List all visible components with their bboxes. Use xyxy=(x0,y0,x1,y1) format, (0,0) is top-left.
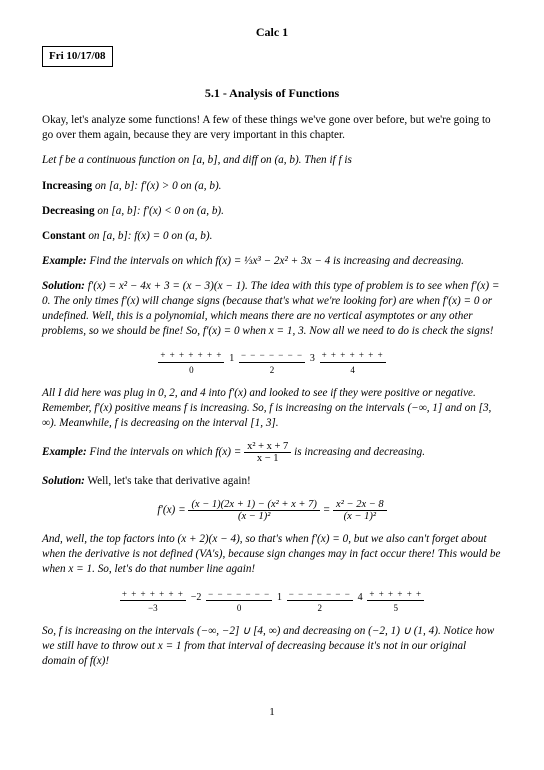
setup-text: Let f be a continuous function on [a, b]… xyxy=(42,153,502,168)
numerator: x² + x + 7 xyxy=(244,441,291,453)
tick: 0 xyxy=(206,602,272,614)
conclusion: So, f is increasing on the intervals (−∞… xyxy=(42,624,502,669)
seg: + + + + + + 5 xyxy=(367,588,424,614)
solution-2-label: Solution: xyxy=(42,475,85,487)
after-signline-1: All I did here was plug in 0, 2, and 4 i… xyxy=(42,386,502,431)
constant-text: on [a, b]: f(x) = 0 on (a, b). xyxy=(86,230,213,242)
tick: 2 xyxy=(287,602,353,614)
signs: − − − − − − − xyxy=(206,588,272,601)
seg: − − − − − − − 0 xyxy=(206,588,272,614)
example-2-post: is increasing and decreasing. xyxy=(291,446,425,458)
denominator: (x − 1)² xyxy=(333,511,387,522)
example-1: Example: Find the intervals on which f(x… xyxy=(42,254,502,269)
section-title: 5.1 - Analysis of Functions xyxy=(42,85,502,101)
decreasing-label: Decreasing xyxy=(42,205,95,217)
lhs: f′(x) = xyxy=(157,504,188,516)
signs: + + + + + + + xyxy=(320,349,386,362)
break-point: 1 xyxy=(275,591,284,605)
solution-2: Solution: Well, let's take that derivati… xyxy=(42,474,502,489)
tick: −3 xyxy=(120,602,186,614)
setup-span: Let f be a continuous function on [a, b]… xyxy=(42,154,352,166)
numerator: (x − 1)(2x + 1) − (x² + x + 7) xyxy=(188,499,319,511)
tick: 0 xyxy=(158,364,224,376)
constant-line: Constant on [a, b]: f(x) = 0 on (a, b). xyxy=(42,229,502,244)
increasing-text: on [a, b]: f′(x) > 0 on (a, b). xyxy=(92,180,221,192)
numerator: x² − 2x − 8 xyxy=(333,499,387,511)
fraction: (x − 1)(2x + 1) − (x² + x + 7)(x − 1)² xyxy=(188,499,319,522)
course-title: Calc 1 xyxy=(42,24,502,40)
solution-1: Solution: f′(x) = x² − 4x + 3 = (x − 3)(… xyxy=(42,279,502,339)
seg: + + + + + + + −3 xyxy=(120,588,186,614)
decreasing-line: Decreasing on [a, b]: f′(x) < 0 on (a, b… xyxy=(42,204,502,219)
tick: 5 xyxy=(367,602,424,614)
example-2: Example: Find the intervals on which f(x… xyxy=(42,441,502,464)
constant-label: Constant xyxy=(42,230,86,242)
tick: 2 xyxy=(239,364,305,376)
signs: − − − − − − − xyxy=(287,588,353,601)
seg: + + + + + + + 0 xyxy=(158,349,224,375)
solution-2-text: Well, let's take that derivative again! xyxy=(85,475,251,487)
fraction: x² + x + 7x − 1 xyxy=(244,441,291,464)
sign-line-1: + + + + + + + 0 1 − − − − − − − 2 3 + + … xyxy=(42,349,502,375)
solution-1-label: Solution: xyxy=(42,280,85,292)
page-number: 1 xyxy=(42,705,502,720)
increasing-label: Increasing xyxy=(42,180,92,192)
tick: 4 xyxy=(320,364,386,376)
break-point: 3 xyxy=(308,352,317,366)
signs: + + + + + + + xyxy=(120,588,186,601)
after-derivative: And, well, the top factors into (x + 2)(… xyxy=(42,532,502,577)
increasing-line: Increasing on [a, b]: f′(x) > 0 on (a, b… xyxy=(42,179,502,194)
example-2-label: Example: xyxy=(42,446,87,458)
date-box: Fri 10/17/08 xyxy=(42,46,113,67)
seg: − − − − − − − 2 xyxy=(287,588,353,614)
denominator: x − 1 xyxy=(244,453,291,464)
page: Calc 1 Fri 10/17/08 5.1 - Analysis of Fu… xyxy=(0,0,544,740)
decreasing-text: on [a, b]: f′(x) < 0 on (a, b). xyxy=(95,205,224,217)
denominator: (x − 1)² xyxy=(188,511,319,522)
derivative-equation: f′(x) = (x − 1)(2x + 1) − (x² + x + 7)(x… xyxy=(42,499,502,522)
signs: − − − − − − − xyxy=(239,349,305,362)
seg: − − − − − − − 2 xyxy=(239,349,305,375)
break-point: 1 xyxy=(227,352,236,366)
signs: + + + + + + xyxy=(367,588,424,601)
fraction: x² − 2x − 8(x − 1)² xyxy=(333,499,387,522)
seg: + + + + + + + 4 xyxy=(320,349,386,375)
example-2-pre: Find the intervals on which f(x) = xyxy=(87,446,244,458)
intro-text: Okay, let's analyze some functions! A fe… xyxy=(42,113,502,143)
example-1-text: Find the intervals on which f(x) = ⅓x³ −… xyxy=(87,255,464,267)
signs: + + + + + + + xyxy=(158,349,224,362)
example-1-label: Example: xyxy=(42,255,87,267)
break-point: 4 xyxy=(356,591,365,605)
solution-1-text: f′(x) = x² − 4x + 3 = (x − 3)(x − 1). Th… xyxy=(42,280,499,337)
sign-line-2: + + + + + + + −3 −2 − − − − − − − 0 1 − … xyxy=(42,588,502,614)
break-point: −2 xyxy=(189,591,204,605)
equals: = xyxy=(320,504,333,516)
